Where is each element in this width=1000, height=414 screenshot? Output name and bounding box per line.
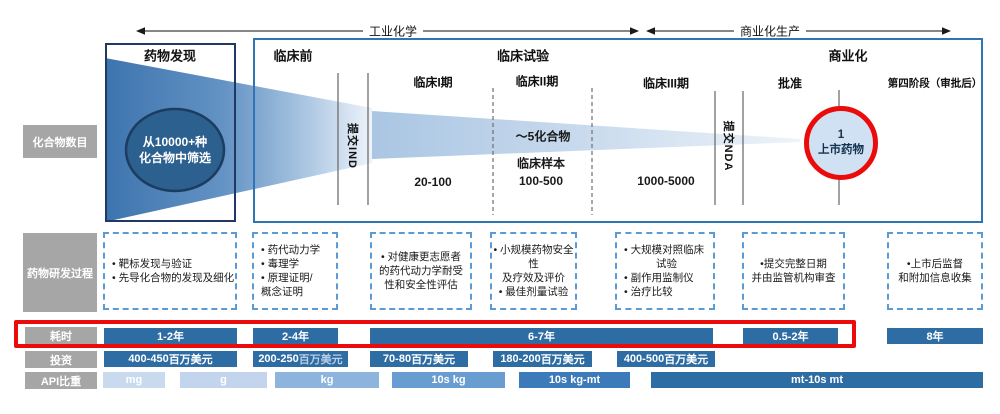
api-bar-kg: kg xyxy=(275,372,379,388)
process-box-phase1: • 对健康更志愿者 的药代动力学耐受 性和安全性评估 xyxy=(370,232,472,310)
investment-value: 400-500 xyxy=(623,353,665,365)
investment-value: 400-450 xyxy=(128,353,169,365)
process-line: • 原理证明/ xyxy=(261,272,313,284)
compound-count-phase2: ～5化合物 xyxy=(515,129,571,144)
substage-label-phase4: 第四阶段（审批后） xyxy=(887,77,983,90)
api-bar-mt-10s-mt: mt-10s mt xyxy=(651,372,983,388)
row-label-compound-count: 化合物数目 xyxy=(23,125,97,158)
process-line: 概念证明 xyxy=(261,286,303,298)
api-bar-10s-kg-mt: 10s kg-mt xyxy=(519,372,630,388)
process-line: • 最佳剂量试验 xyxy=(498,286,569,298)
substage-label-phase2: 临床II期 xyxy=(515,74,559,89)
process-line: • 大规模对照临床 xyxy=(624,244,705,256)
process-line: •上市后监督 xyxy=(906,258,964,270)
stage-label-clinical: 临床试验 xyxy=(496,48,550,64)
compound-count-phase3: 1000-5000 xyxy=(637,174,695,188)
investment-unit: 百万美元 xyxy=(298,354,343,366)
process-line: • 靶标发现与验证 xyxy=(112,258,193,270)
investment-bar-preclinical: 200-250 百万美元 xyxy=(253,351,348,367)
process-line: 及疗效及评价 xyxy=(502,272,565,284)
time-bar-preclinical: 2-4年 xyxy=(253,328,338,344)
investment-bar-phase3: 400-500 百万美元 xyxy=(617,351,715,367)
substage-label-phase3: 临床III期 xyxy=(642,76,690,91)
process-line: 性 xyxy=(528,258,539,270)
arrow-head-left-icon xyxy=(136,27,145,35)
process-line: • 药代动力学 xyxy=(261,244,321,256)
row-label-process: 药物研发过程 xyxy=(23,233,97,312)
process-line: • 小规模药物安全 xyxy=(493,244,574,256)
process-line: 和附加信息收集 xyxy=(898,272,972,284)
row-label-api-share: API比重 xyxy=(25,372,97,389)
investment-unit: 百万美元 xyxy=(664,354,709,366)
development-stages-frame xyxy=(253,38,983,223)
clinical-sample-count: 100-500 xyxy=(518,174,564,188)
investment-bar-phase1: 70-80 百万美元 xyxy=(370,351,468,367)
approved-drug-circle: 1 上市药物 xyxy=(804,106,878,180)
process-line: 试验 xyxy=(656,258,677,270)
row-label-time: 耗时 xyxy=(25,327,97,344)
investment-unit: 百万美元 xyxy=(411,354,456,366)
stage-label-commercial: 商业化 xyxy=(828,48,868,64)
investment-unit: 百万美元 xyxy=(168,354,213,366)
api-bar-mg: mg xyxy=(103,372,165,388)
process-line: 性和安全性评估 xyxy=(384,279,458,291)
approved-drug-label: 上市药物 xyxy=(818,144,864,156)
investment-bar-discovery: 400-450 百万美元 xyxy=(104,351,237,367)
process-box-phase4: •上市后监督 和附加信息收集 xyxy=(887,232,983,310)
stage-label-preclinical: 临床前 xyxy=(273,48,313,64)
process-box-phase3: • 大规模对照临床 试验 • 副作用监制仪 • 治疗比较 xyxy=(615,232,715,310)
arrow-head-right-icon xyxy=(942,27,951,35)
compound-count-phase1: 20-100 xyxy=(414,175,452,189)
process-line: 并由监管机构审查 xyxy=(751,272,836,284)
time-bar-clinical: 6-7年 xyxy=(370,328,713,344)
process-line: • 毒理学 xyxy=(261,258,300,270)
time-bar-phase4: 8年 xyxy=(887,328,983,344)
api-bar-g: g xyxy=(180,372,267,388)
substage-label-phase1: 临床I期 xyxy=(413,75,453,90)
discovery-stage-frame xyxy=(105,43,236,222)
industrial-chemistry-arrow-label: 工业化学 xyxy=(362,22,424,40)
process-line: • 治疗比较 xyxy=(624,286,673,298)
process-line: 的药代动力学耐受 xyxy=(379,265,463,277)
process-line: •提交完整日期 xyxy=(760,258,827,270)
investment-value: 180-200 xyxy=(500,353,541,365)
stage-label-discovery: 药物发现 xyxy=(143,48,197,64)
process-box-preclinical: • 药代动力学 • 毒理学 • 原理证明/ 概念证明 xyxy=(252,232,338,310)
approved-drug-count: 1 xyxy=(837,129,845,142)
investment-unit: 百万美元 xyxy=(540,354,585,366)
arrow-head-right-icon xyxy=(630,27,639,35)
investment-value: 200-250 xyxy=(258,353,299,365)
arrow-head-left-icon xyxy=(646,27,655,35)
milestone-label-submit-nda: 提交NDA xyxy=(722,120,734,172)
process-line: • 副作用监制仪 xyxy=(624,272,694,284)
clinical-sample-label: 临床样本 xyxy=(516,156,566,171)
screening-ellipse-text: 从10000+种 化合物中筛选 xyxy=(139,134,211,166)
process-line: • 对健康更志愿者 xyxy=(380,251,462,263)
screening-line2: 化合物中筛选 xyxy=(138,151,212,165)
row-label-investment: 投资 xyxy=(25,351,97,368)
substage-label-approval: 批准 xyxy=(777,76,803,91)
process-box-phase2: • 小规模药物安全 性 及疗效及评价 • 最佳剂量试验 xyxy=(490,232,577,310)
screening-ellipse xyxy=(124,107,226,193)
api-bar-10s-kg: 10s kg xyxy=(392,372,505,388)
commercial-production-arrow-label: 商业化生产 xyxy=(733,22,807,40)
funnel-wedge-tail xyxy=(372,111,800,159)
investment-value: 70-80 xyxy=(382,353,412,365)
process-line: • 先导化合物的发现及细化 xyxy=(112,272,235,284)
milestone-label-submit-ind: 提交IND xyxy=(346,123,358,169)
process-box-discovery: • 靶标发现与验证 • 先导化合物的发现及细化 xyxy=(103,232,237,310)
process-box-approval: •提交完整日期 并由监管机构审查 xyxy=(742,232,845,310)
screening-line1: 从10000+种 xyxy=(142,134,208,149)
time-bar-discovery: 1-2年 xyxy=(104,328,237,344)
time-bar-approval: 0.5-2年 xyxy=(743,328,838,344)
investment-bar-phase2: 180-200 百万美元 xyxy=(493,351,592,367)
